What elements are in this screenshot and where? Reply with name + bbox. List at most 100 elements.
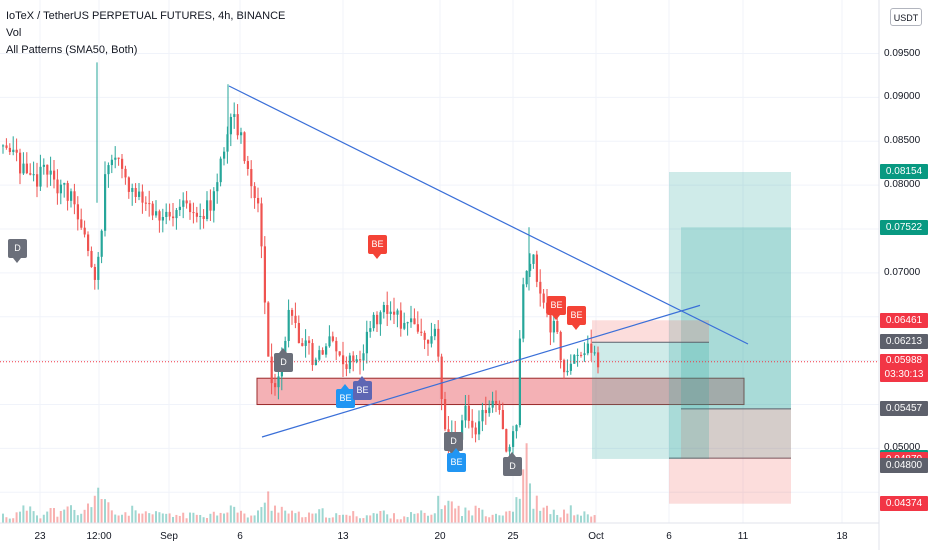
candle-body xyxy=(104,174,107,231)
pattern-marker[interactable]: D xyxy=(8,239,27,264)
volume-bar xyxy=(586,514,589,523)
pattern-marker[interactable]: BE xyxy=(547,296,566,321)
volume-bar xyxy=(195,514,198,523)
candle-body xyxy=(376,314,379,325)
pattern-marker[interactable]: BE xyxy=(567,306,586,331)
volume-bar xyxy=(280,506,283,523)
volume-bar xyxy=(348,515,351,523)
volume-bar xyxy=(420,510,423,523)
volume-bar xyxy=(29,506,32,523)
volume-bar xyxy=(263,502,266,523)
indicator-label: All Patterns (SMA50, Both) xyxy=(6,44,138,56)
pattern-marker[interactable]: D xyxy=(503,451,522,476)
volume-bar xyxy=(580,515,582,523)
candle-body xyxy=(151,203,154,216)
pattern-marker[interactable]: BE xyxy=(368,234,387,259)
volume-bar xyxy=(471,515,474,523)
candle-body xyxy=(110,159,113,166)
candle-body xyxy=(563,360,566,373)
volume-bar xyxy=(138,513,140,523)
volume-bar xyxy=(457,505,460,523)
volume-bar xyxy=(66,506,69,523)
volume-bar xyxy=(573,515,576,523)
pattern-marker[interactable]: D xyxy=(274,348,293,373)
volume-bar xyxy=(127,515,130,523)
candle-body xyxy=(42,164,45,167)
candle-body xyxy=(597,352,600,368)
candle-body xyxy=(491,400,494,408)
volume-bar xyxy=(474,505,477,523)
volume-bar xyxy=(481,509,484,523)
volume-bar xyxy=(423,512,426,523)
candle-body xyxy=(362,353,365,361)
pattern-marker[interactable]: BE xyxy=(353,375,372,400)
candle-body xyxy=(80,219,83,228)
currency-badge[interactable]: USDT xyxy=(890,8,922,26)
time-tick-label: 6 xyxy=(666,531,672,542)
volume-label: Vol xyxy=(6,27,22,39)
volume-bar xyxy=(22,505,25,523)
candle-body xyxy=(148,203,151,205)
candle-body xyxy=(202,215,205,219)
time-tick-label: 12:00 xyxy=(86,531,112,542)
volume-bar xyxy=(175,514,178,523)
candle-body xyxy=(481,409,484,422)
candle-body xyxy=(335,340,338,352)
candle-body xyxy=(590,343,593,353)
volume-bar xyxy=(393,513,395,523)
price-axis-label: 0.06461 xyxy=(880,312,928,328)
candle-body xyxy=(386,305,389,314)
volume-bar xyxy=(410,512,412,523)
candle-body xyxy=(529,263,532,271)
candle-body xyxy=(573,355,576,364)
volume-bar xyxy=(563,509,565,523)
volume-bar xyxy=(321,508,324,523)
volume-bar xyxy=(206,518,208,523)
volume-bar xyxy=(32,511,35,523)
volume-bar xyxy=(352,511,355,523)
trendlines[interactable] xyxy=(0,85,879,438)
candle-body xyxy=(161,216,164,221)
volume-bar xyxy=(131,505,134,523)
candle-body xyxy=(267,302,270,357)
volume-bar xyxy=(121,514,123,523)
candle-body xyxy=(416,324,419,332)
volume-bar xyxy=(461,516,463,523)
candle-body xyxy=(505,429,508,452)
volume-bar xyxy=(325,517,327,523)
candle-body xyxy=(420,331,423,333)
volume-bar xyxy=(25,510,28,523)
volume-bar xyxy=(49,508,52,523)
candle-body xyxy=(444,398,447,430)
candle-body xyxy=(277,376,280,388)
position-stop-zone xyxy=(592,320,709,343)
volume-bar xyxy=(253,515,256,523)
volume-bar xyxy=(542,507,545,523)
candle-body xyxy=(586,343,589,354)
pattern-marker[interactable]: BE xyxy=(336,383,355,408)
volume-bar xyxy=(12,518,15,523)
volume-bar xyxy=(141,513,144,523)
time-tick-label: 23 xyxy=(34,531,46,542)
volume-bar xyxy=(345,514,348,523)
volume-bar xyxy=(260,507,263,523)
candle-body xyxy=(294,315,297,323)
volume-bar xyxy=(209,513,212,523)
volume-bar xyxy=(396,519,399,523)
candle-body xyxy=(223,151,226,159)
volume-bar xyxy=(382,510,385,523)
volume-bar xyxy=(593,515,596,523)
volume-bar xyxy=(216,515,219,523)
candle-body xyxy=(396,310,399,315)
candle-body xyxy=(291,309,294,316)
candle-body xyxy=(5,145,8,148)
candle-body xyxy=(36,174,39,187)
volume-bar xyxy=(46,511,49,523)
pattern-marker[interactable]: BE xyxy=(447,447,466,472)
position-stop-zone xyxy=(681,408,791,459)
candle-body xyxy=(403,322,406,329)
volume-bar xyxy=(93,495,96,523)
volume-bar xyxy=(158,512,161,523)
candle-body xyxy=(314,359,317,366)
